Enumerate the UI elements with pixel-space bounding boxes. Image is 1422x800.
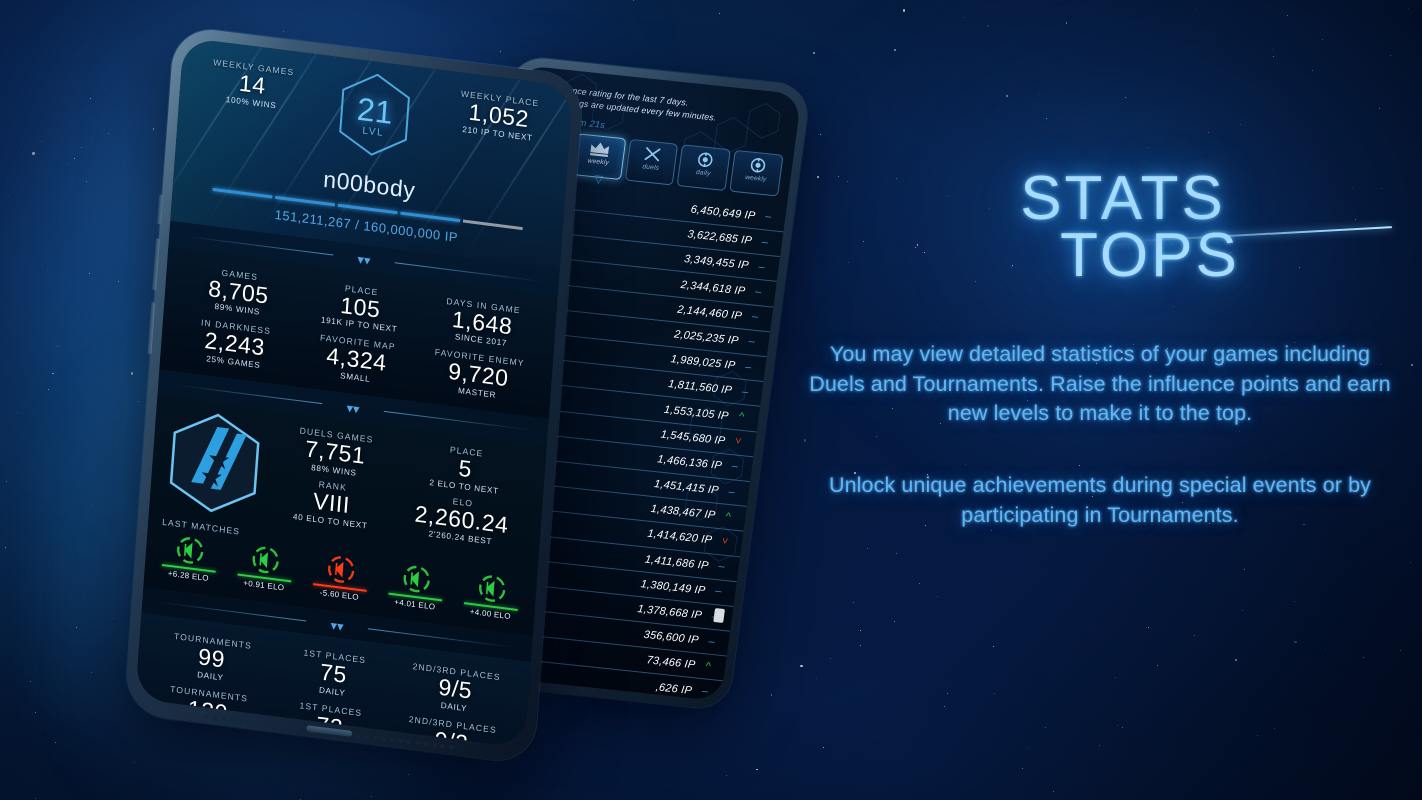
leaderboard-player-ip: 1,411,686 IP: [644, 553, 710, 572]
leaderboard-player-ip: 1,553,105 IP: [663, 403, 730, 422]
last-match-2: +0.91 ELO: [234, 541, 297, 593]
leaderboard-player-ip: 1,378,668 IP: [636, 603, 703, 622]
leaderboard-trend-flat-icon: –: [761, 235, 769, 249]
general-stat-1: GAMES 8,705 89% WINS: [182, 262, 295, 320]
leaderboard-player-ip: 1,545,680 IP: [659, 428, 727, 447]
leaderboard-trend-flat-icon: –: [757, 260, 766, 274]
leaderboard-tab-label: duels: [641, 163, 660, 172]
duels-place-stat: PLACE 5 2 ELO TO NEXT: [410, 440, 521, 498]
general-stat-5: FAVORITE MAP 4,324 SMALL: [300, 331, 413, 389]
tournament-stat-1: TOURNAMENTS 99 DAILY: [155, 629, 268, 687]
leaderboard-player-ip: 2,344,618 IP: [679, 278, 747, 298]
leaderboard-trend-flat-icon: –: [731, 460, 739, 474]
leaderboard-tab-label: daily: [695, 168, 711, 178]
duels-section: DUELS GAMES 7,751 88% WINS PLACE 5 2 ELO…: [143, 395, 547, 637]
crown-icon: [588, 140, 612, 158]
general-stat-2: PLACE 105 191K IP TO NEXT: [304, 278, 417, 336]
duels-games-stat: DUELS GAMES 7,751 88% WINS: [280, 424, 391, 482]
last-match-1: +6.28 ELO: [158, 532, 221, 584]
description-paragraph-1: You may view detailed statistics of your…: [809, 342, 1391, 426]
leaderboard-trend-flat-icon: –: [741, 385, 749, 399]
match-result-icon: [325, 553, 357, 587]
leaderboard-player-ip: 1,989,025 IP: [669, 353, 737, 373]
leaderboard-trend-flat-icon: –: [751, 310, 759, 324]
leaderboard-tab-weekly-2[interactable]: weekly: [571, 133, 627, 180]
general-stat-6: FAVORITE ENEMY 9,720 MASTER: [422, 346, 535, 404]
target-icon: [693, 151, 717, 169]
leaderboard-trend-flat-icon: –: [764, 210, 773, 223]
leaderboard-player-ip: 2,144,460 IP: [676, 303, 743, 323]
duels-elo-stat: ELO 2,260.24 2'260.24 BEST: [406, 491, 517, 549]
match-result-icon: [250, 543, 282, 577]
level-hexagon-badge: 21 LVL: [334, 67, 416, 162]
leaderboard-player-ip: 356,600 IP: [642, 628, 700, 647]
leaderboard-player-ip: 2,025,235 IP: [673, 328, 740, 348]
last-matches-row: +6.28 ELO +0.91 ELO -5.60 ELO: [158, 532, 523, 623]
level-value: 21: [355, 90, 394, 132]
headline-block: STATS TOPS: [800, 164, 1400, 291]
match-result-icon: [401, 562, 433, 596]
swords-icon: [641, 145, 665, 163]
leaderboard-player-ip: 1,438,467 IP: [650, 503, 717, 522]
last-match-3: -5.60 ELO: [309, 551, 372, 603]
tops-phone-screen: i Influence rating for the last 7 days. …: [438, 64, 802, 702]
leaderboard-scrollbar[interactable]: [713, 608, 726, 624]
general-stat-4: IN DARKNESS 2,243 25% GAMES: [178, 315, 291, 373]
leaderboard-trend-flat-icon: –: [701, 685, 709, 698]
last-matches-block: LAST MATCHES +6.28 ELO +0.91 ELO: [144, 507, 539, 626]
headline-stats: STATS: [1020, 164, 1226, 233]
leaderboard-player-ip: 1,414,620 IP: [646, 528, 713, 547]
leaderboard-player-ip: 6,450,649 IP: [690, 203, 757, 222]
leaderboard-player-ip: 3,349,455 IP: [683, 253, 750, 273]
leaderboard-trend-flat-icon: –: [714, 585, 723, 598]
leaderboard-trend-flat-icon: –: [754, 285, 763, 299]
phone-mute-button[interactable]: [156, 194, 164, 225]
leaderboard-trend-up-icon: ^: [704, 660, 712, 673]
leaderboard-trend-flat-icon: –: [727, 485, 736, 499]
match-result-icon: [476, 572, 508, 606]
headline-tops: TOPS: [1060, 221, 1240, 291]
leaderboard-trend-flat-icon: –: [717, 560, 726, 573]
leaderboard-tab-duels-3[interactable]: duels: [624, 138, 679, 186]
last-match-4: +4.01 ELO: [385, 560, 448, 612]
leaderboard-player-ip: 73,466 IP: [645, 654, 697, 672]
leaderboard-tab-weekly-5[interactable]: weekly: [729, 149, 784, 197]
leaderboard-tab-daily-4[interactable]: daily: [676, 144, 732, 191]
stats-phone: WEEKLY GAMES 14 100% WINS 21 LVL: [124, 25, 584, 765]
duels-rank-stat: RANK VIII 40 ELO TO NEXT: [276, 474, 387, 532]
tops-phone: i Influence rating for the last 7 days. …: [429, 55, 811, 711]
target-icon: [746, 156, 770, 174]
leaderboard-trend-down-icon: ˅: [720, 535, 729, 549]
leaderboard-trend-up-icon: ^: [738, 410, 745, 424]
match-result-icon: [174, 534, 206, 568]
description-paragraph-2: Unlock unique achievements during specia…: [828, 473, 1371, 527]
leaderboard-tab-label: weekly: [587, 157, 610, 167]
phone-volume-down-button[interactable]: [147, 301, 156, 355]
level-label: LVL: [362, 125, 385, 139]
leaderboard-trend-flat-icon: –: [744, 360, 753, 374]
leaderboard-player-ip: 1,451,415 IP: [653, 478, 720, 497]
hero-top-row: WEEKLY GAMES 14 100% WINS 21 LVL: [177, 53, 572, 182]
phone-volume-up-button[interactable]: [152, 238, 160, 291]
duels-summary-row: DUELS GAMES 7,751 88% WINS PLACE 5 2 ELO…: [149, 403, 546, 556]
leaderboard-player-ip: 3,622,685 IP: [686, 228, 753, 248]
leaderboard-trend-up-icon: ^: [724, 510, 732, 523]
leaderboard-player-ip: 1,466,136 IP: [656, 453, 723, 472]
leaderboard-player-ip: 1,380,149 IP: [640, 578, 707, 597]
leaderboard-player-ip: ,626 IP: [655, 680, 693, 697]
last-match-5: +4.00 ELO: [460, 570, 523, 622]
marketing-copy-panel: STATS TOPS You may view detailed statist…: [800, 164, 1400, 530]
tournament-stat-3: 2ND/3RD PLACES 9/5 DAILY: [399, 660, 512, 718]
profile-hero-section: WEEKLY GAMES 14 100% WINS 21 LVL: [170, 37, 574, 270]
leaderboard-trend-flat-icon: –: [707, 635, 716, 648]
general-stat-3: DAYS IN GAME 1,648 SINCE 2017: [426, 293, 539, 351]
leaderboard-trend-flat-icon: –: [747, 335, 756, 349]
tournament-stat-2: 1ST PLACES 75 DAILY: [277, 644, 390, 702]
leaderboard-trend-down-icon: ˅: [734, 435, 743, 449]
stats-phone-screen: WEEKLY GAMES 14 100% WINS 21 LVL: [135, 37, 574, 748]
duel-rank-badge-icon: [163, 405, 266, 521]
leaderboard-tab-label: weekly: [744, 173, 767, 184]
leaderboard-player-ip: 1,811,560 IP: [667, 378, 733, 398]
